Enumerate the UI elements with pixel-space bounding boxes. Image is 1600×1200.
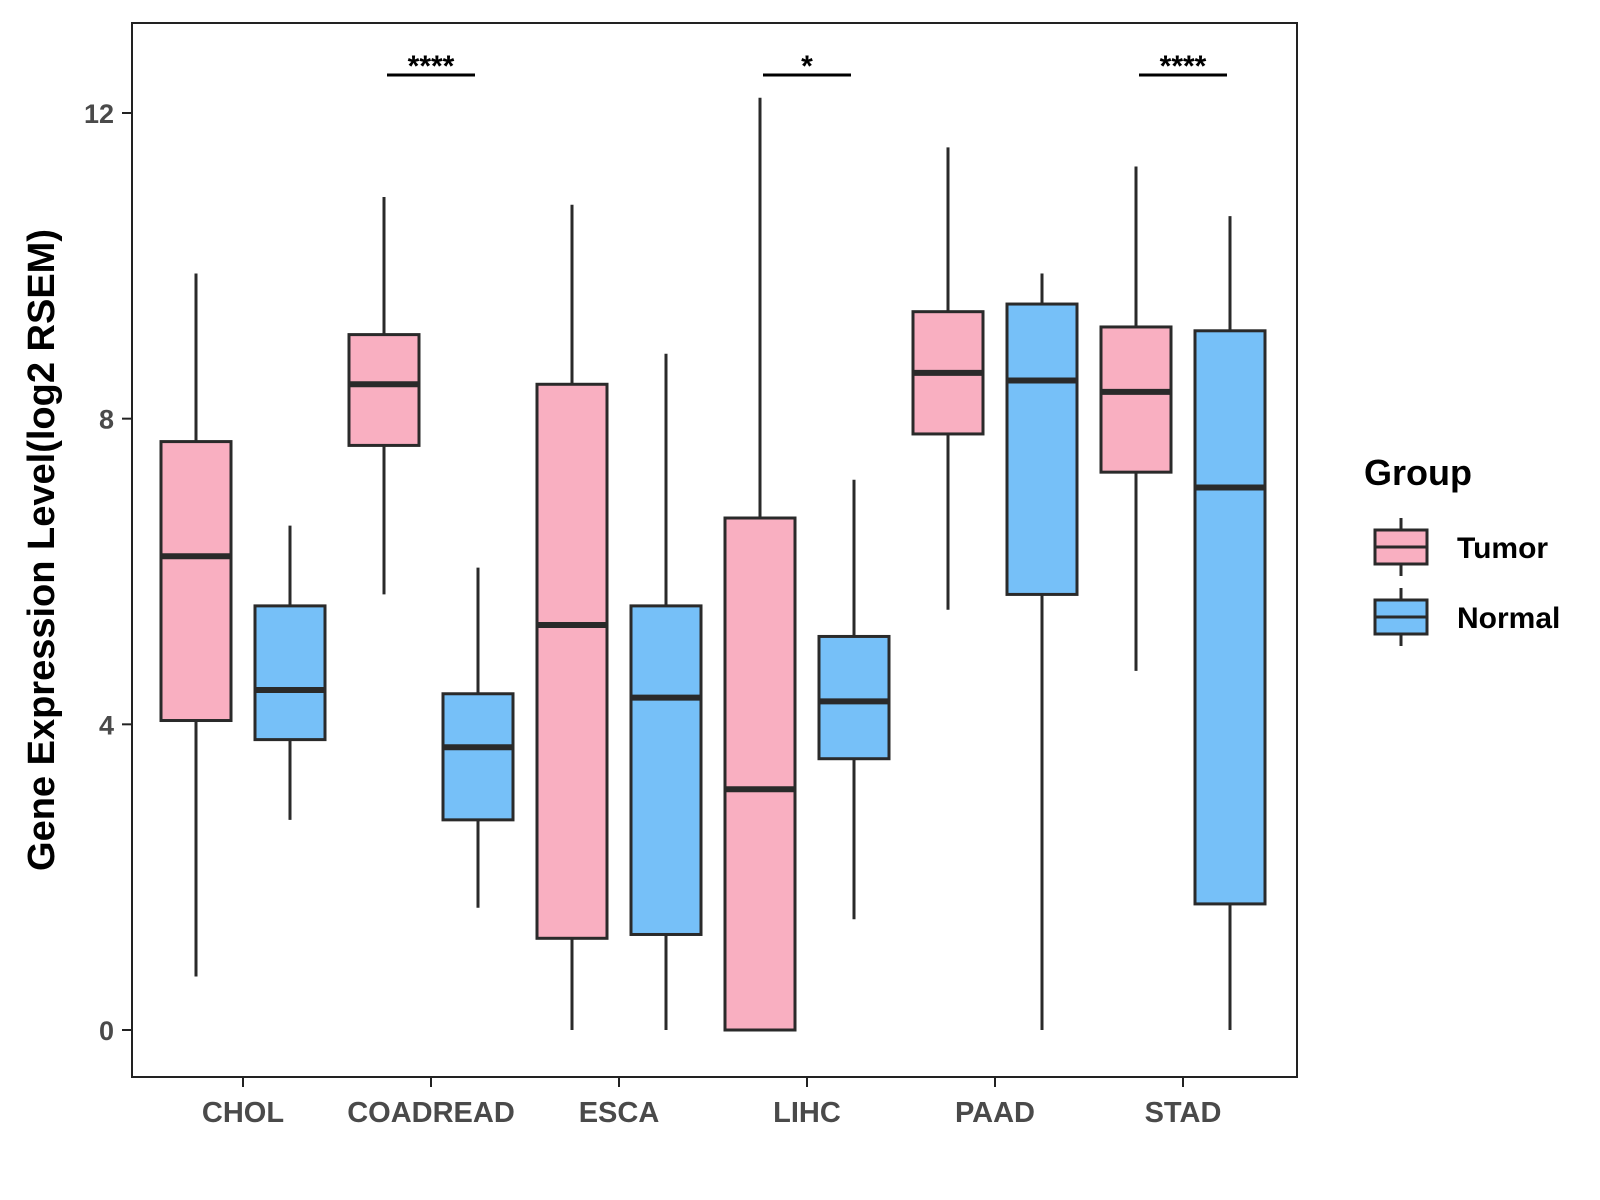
y-tick-label: 4 xyxy=(99,710,114,740)
box-iqr xyxy=(1099,325,1173,474)
legend-items: Tumor Normal xyxy=(1373,518,1560,646)
x-tick-label: PAAD xyxy=(955,1097,1035,1129)
chart-marks xyxy=(159,97,1267,1032)
box-normal-lihc xyxy=(817,479,891,920)
significance-coadread: **** xyxy=(387,50,475,83)
y-axis: 0 4 8 12 xyxy=(84,99,132,1046)
legend-label: Normal xyxy=(1457,602,1560,635)
box-iqr xyxy=(1005,302,1079,596)
box-iqr xyxy=(817,634,891,761)
box-iqr xyxy=(159,440,233,723)
y-tick-label: 8 xyxy=(99,405,114,435)
significance-label: **** xyxy=(1160,50,1207,83)
box-iqr xyxy=(1193,329,1267,906)
x-tick-label: CHOL xyxy=(202,1097,284,1129)
box-iqr xyxy=(629,604,703,936)
box-tumor-paad xyxy=(911,147,985,610)
box-normal-stad xyxy=(1193,216,1267,1030)
significance-label: **** xyxy=(408,50,455,83)
significance-label: * xyxy=(801,50,813,83)
box-iqr xyxy=(347,333,421,447)
y-tick-label: 12 xyxy=(84,99,114,129)
significance-stad: **** xyxy=(1139,50,1227,83)
box-normal-coadread xyxy=(441,567,515,908)
box-tumor-stad xyxy=(1099,166,1173,671)
legend-item-normal: Normal xyxy=(1373,588,1560,646)
box-tumor-coadread xyxy=(347,197,421,595)
legend-item-tumor: Tumor xyxy=(1373,518,1548,576)
y-tick-label: 0 xyxy=(99,1016,114,1046)
box-normal-esca xyxy=(629,353,703,1030)
significance-lihc: * xyxy=(763,50,851,83)
box-tumor-chol xyxy=(159,273,233,977)
plot-panel xyxy=(131,22,1298,1078)
x-tick-label: STAD xyxy=(1145,1097,1222,1129)
x-axis: CHOL COADREAD ESCA LIHC PAAD STAD xyxy=(202,1077,1221,1129)
box-tumor-esca xyxy=(535,204,609,1030)
x-tick-label: COADREAD xyxy=(347,1097,515,1129)
legend-label: Tumor xyxy=(1457,532,1548,565)
legend-title: Group xyxy=(1364,452,1472,493)
x-tick-label: LIHC xyxy=(773,1097,841,1129)
legend: Group Tumor Normal xyxy=(1364,452,1560,646)
box-iqr xyxy=(253,604,327,742)
x-tick-label: ESCA xyxy=(579,1097,660,1129)
y-axis-title: Gene Expression Level(log2 RSEM) xyxy=(21,229,63,871)
box-iqr xyxy=(723,516,797,1032)
box-normal-chol xyxy=(253,525,327,820)
box-iqr xyxy=(441,692,515,822)
significance-annotations: **** * **** xyxy=(387,50,1227,83)
box-tumor-lihc xyxy=(723,97,797,1032)
box-normal-paad xyxy=(1005,273,1079,1030)
box-iqr xyxy=(535,382,609,940)
